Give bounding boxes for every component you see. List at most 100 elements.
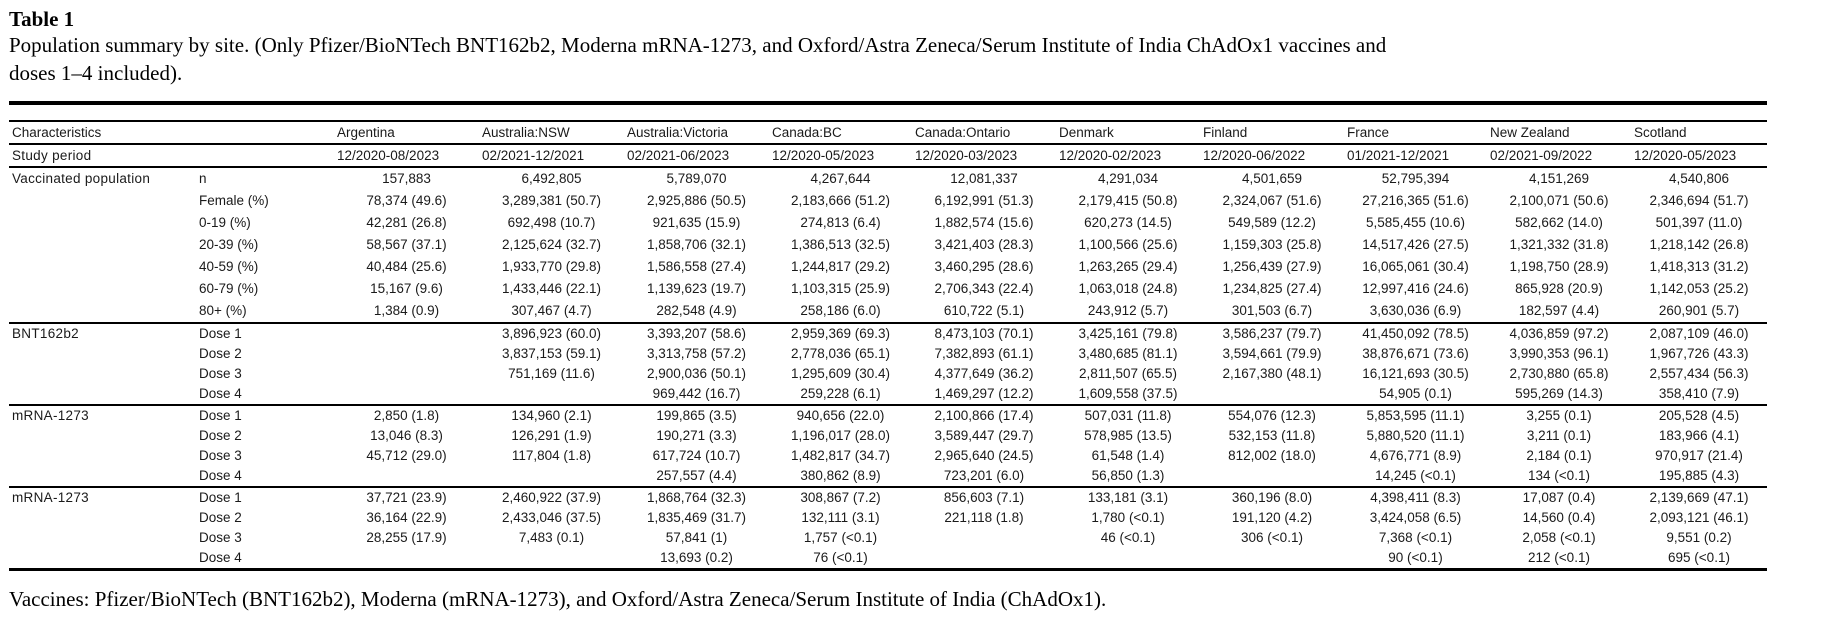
section-study-period: Study period 12/2020-08/2023 02/2021-12/20…: [9, 144, 1767, 167]
table-cell: 554,076 (12.3): [1228, 408, 1316, 424]
table-cell: 13,693 (0.2): [660, 550, 733, 566]
table-cell: 1,063,018 (24.8): [1078, 281, 1178, 297]
table-cell: 3,313,758 (57.2): [646, 346, 747, 362]
table-cell: [334, 466, 479, 487]
table-cell: 4,291,034: [1097, 171, 1159, 187]
table-row: Dose 4 969,442 (16.7) 259,228 (6.1) 1,469,2…: [9, 384, 1767, 405]
table-cell: 243,912 (5.7): [1087, 303, 1169, 319]
table-cell: 380,862 (8.9): [800, 468, 881, 484]
table-cell: 2,125,624 (32.7): [501, 237, 602, 253]
table-cell: 2,900,036 (50.1): [646, 366, 747, 382]
table-cell: 2,460,922 (37.9): [501, 490, 602, 506]
table-row: 60-79 (%) 15,167 (9.6) 1,433,446 (22.1) 1,1…: [9, 278, 1767, 300]
table-cell: 301,503 (6.7): [1231, 303, 1313, 319]
table-cell: 182,597 (4.4): [1518, 303, 1600, 319]
table-cell: 4,501,659: [1241, 171, 1303, 187]
table-cell: [479, 384, 624, 405]
table-cell: 126,291 (1.9): [511, 428, 592, 444]
table-cell: 3,896,923 (60.0): [501, 326, 602, 342]
table-cell: 2,850 (1.8): [373, 408, 440, 424]
section-label: [9, 364, 196, 384]
table-cell: 1,139,623 (19.7): [646, 281, 747, 297]
table-cell: 45,712 (29.0): [366, 448, 447, 464]
table-row: 0-19 (%) 42,281 (26.8) 692,498 (10.7) 921,6…: [9, 212, 1767, 234]
section-label: [9, 426, 196, 446]
table-cell: 4,398,411 (8.3): [1370, 490, 1461, 506]
table-cell: 190,271 (3.3): [656, 428, 737, 444]
section-label: [9, 190, 196, 212]
table-cell: 1,835,469 (31.7): [646, 510, 747, 526]
table-cell: 274,813 (6.4): [800, 215, 881, 231]
table-cell: 1,196,017 (28.0): [790, 428, 891, 444]
table-cell: 117,804 (1.8): [511, 448, 592, 464]
table-cell: 5,880,520 (11.1): [1366, 428, 1465, 444]
table-cell: 1,780 (<0.1): [1091, 510, 1165, 526]
column-header-site-8: New Zealand: [1490, 124, 1570, 140]
table-cell: 36,164 (22.9): [366, 510, 447, 526]
row-label: 0-19 (%): [199, 215, 251, 231]
table-cell: 620,273 (14.5): [1084, 215, 1172, 231]
table-caption: Population summary by site. (Only Pfizer…: [9, 32, 1815, 87]
section-label: [9, 548, 196, 570]
table-row: Dose 3 28,255 (17.9) 7,483 (0.1) 57,841 (1)…: [9, 528, 1767, 548]
row-label: Female (%): [199, 193, 269, 209]
table-cell: 1,418,313 (31.2): [1649, 259, 1749, 275]
row-label: 80+ (%): [199, 303, 247, 319]
table-cell: 921,635 (15.9): [652, 215, 741, 231]
table-cell: 2,139,669 (47.1): [1649, 490, 1749, 506]
table-row: 20-39 (%) 58,567 (37.1) 2,125,624 (32.7) 1,…: [9, 234, 1767, 256]
table-cell: 56,850 (1.3): [1091, 468, 1165, 484]
table-cell: 3,586,237 (79.7): [1222, 326, 1322, 342]
table-cell: 2,087,109 (46.0): [1649, 326, 1749, 342]
column-header-site-4: Canada:Ontario: [915, 124, 1011, 140]
table-cell: 1,234,825 (27.4): [1222, 281, 1322, 297]
table-row: mRNA-1273 Dose 1 2,850 (1.8) 134,960 (2.1) 1…: [9, 405, 1767, 426]
table-cell: 1,321,332 (31.8): [1509, 237, 1609, 253]
column-header-site-0: Argentina: [337, 124, 395, 140]
column-header-site-6: Finland: [1203, 124, 1248, 140]
table-cell: 5,789,070: [666, 171, 727, 187]
table-cell: [334, 548, 479, 570]
column-header-site-5: Denmark: [1059, 124, 1114, 140]
table-cell: 12,081,337: [950, 171, 1018, 187]
table-row: Dose 2 3,837,153 (59.1) 3,313,758 (57.2) 2,…: [9, 344, 1767, 364]
caption-line-1: Population summary by site. (Only Pfizer…: [9, 33, 1387, 58]
table-cell: 1,103,315 (25.9): [790, 281, 891, 297]
table-cell: 1,586,558 (27.4): [646, 259, 747, 275]
table-cell: 257,557 (4.4): [656, 468, 737, 484]
table-cell: 14,517,426 (27.5): [1362, 237, 1469, 253]
table-cell: 4,377,649 (36.2): [934, 366, 1034, 382]
table-cell: [334, 323, 479, 344]
table-cell: 812,002 (18.0): [1228, 448, 1316, 464]
table-cell: 307,467 (4.7): [511, 303, 592, 319]
section-label: [9, 344, 196, 364]
table-cell: 282,548 (4.9): [656, 303, 737, 319]
row-label: 60-79 (%): [199, 281, 259, 297]
table-cell: 2,058 (<0.1): [1522, 530, 1596, 546]
table-cell: 2,433,046 (37.5): [501, 510, 602, 526]
row-label: Dose 1: [199, 326, 242, 342]
table-cell: 221,118 (1.8): [944, 510, 1024, 526]
section-label: [9, 384, 196, 405]
section-0: Vaccinated population n 157,883 6,492,805 5,…: [9, 167, 1767, 323]
table-cell: 1,384 (0.9): [373, 303, 440, 319]
table-row: 40-59 (%) 40,484 (25.6) 1,933,770 (29.8) 1,…: [9, 256, 1767, 278]
table-title: Table 1: [9, 7, 75, 31]
section-label: [9, 278, 196, 300]
table-cell: 7,368 (<0.1): [1378, 530, 1453, 546]
table-cell: 940,656 (22.0): [796, 408, 885, 424]
table-row: Study period 12/2020-08/2023 02/2021-12/20…: [9, 144, 1767, 167]
table-cell: 856,603 (7.1): [943, 490, 1025, 506]
row-label: Dose 1: [199, 490, 242, 506]
table-cell: 37,721 (23.9): [366, 490, 447, 506]
table-cell: [334, 384, 479, 405]
table-cell: 3,425,161 (79.8): [1078, 326, 1178, 342]
table-cell: [334, 344, 479, 364]
table-cell: 3,589,447 (29.7): [934, 428, 1034, 444]
row-label: n: [199, 171, 207, 187]
column-header-site-7: France: [1347, 124, 1390, 140]
row-label: Dose 4: [199, 550, 242, 566]
table-cell: 01/2021-12/2021: [1347, 147, 1450, 163]
table-cell: 308,867 (7.2): [800, 490, 881, 506]
